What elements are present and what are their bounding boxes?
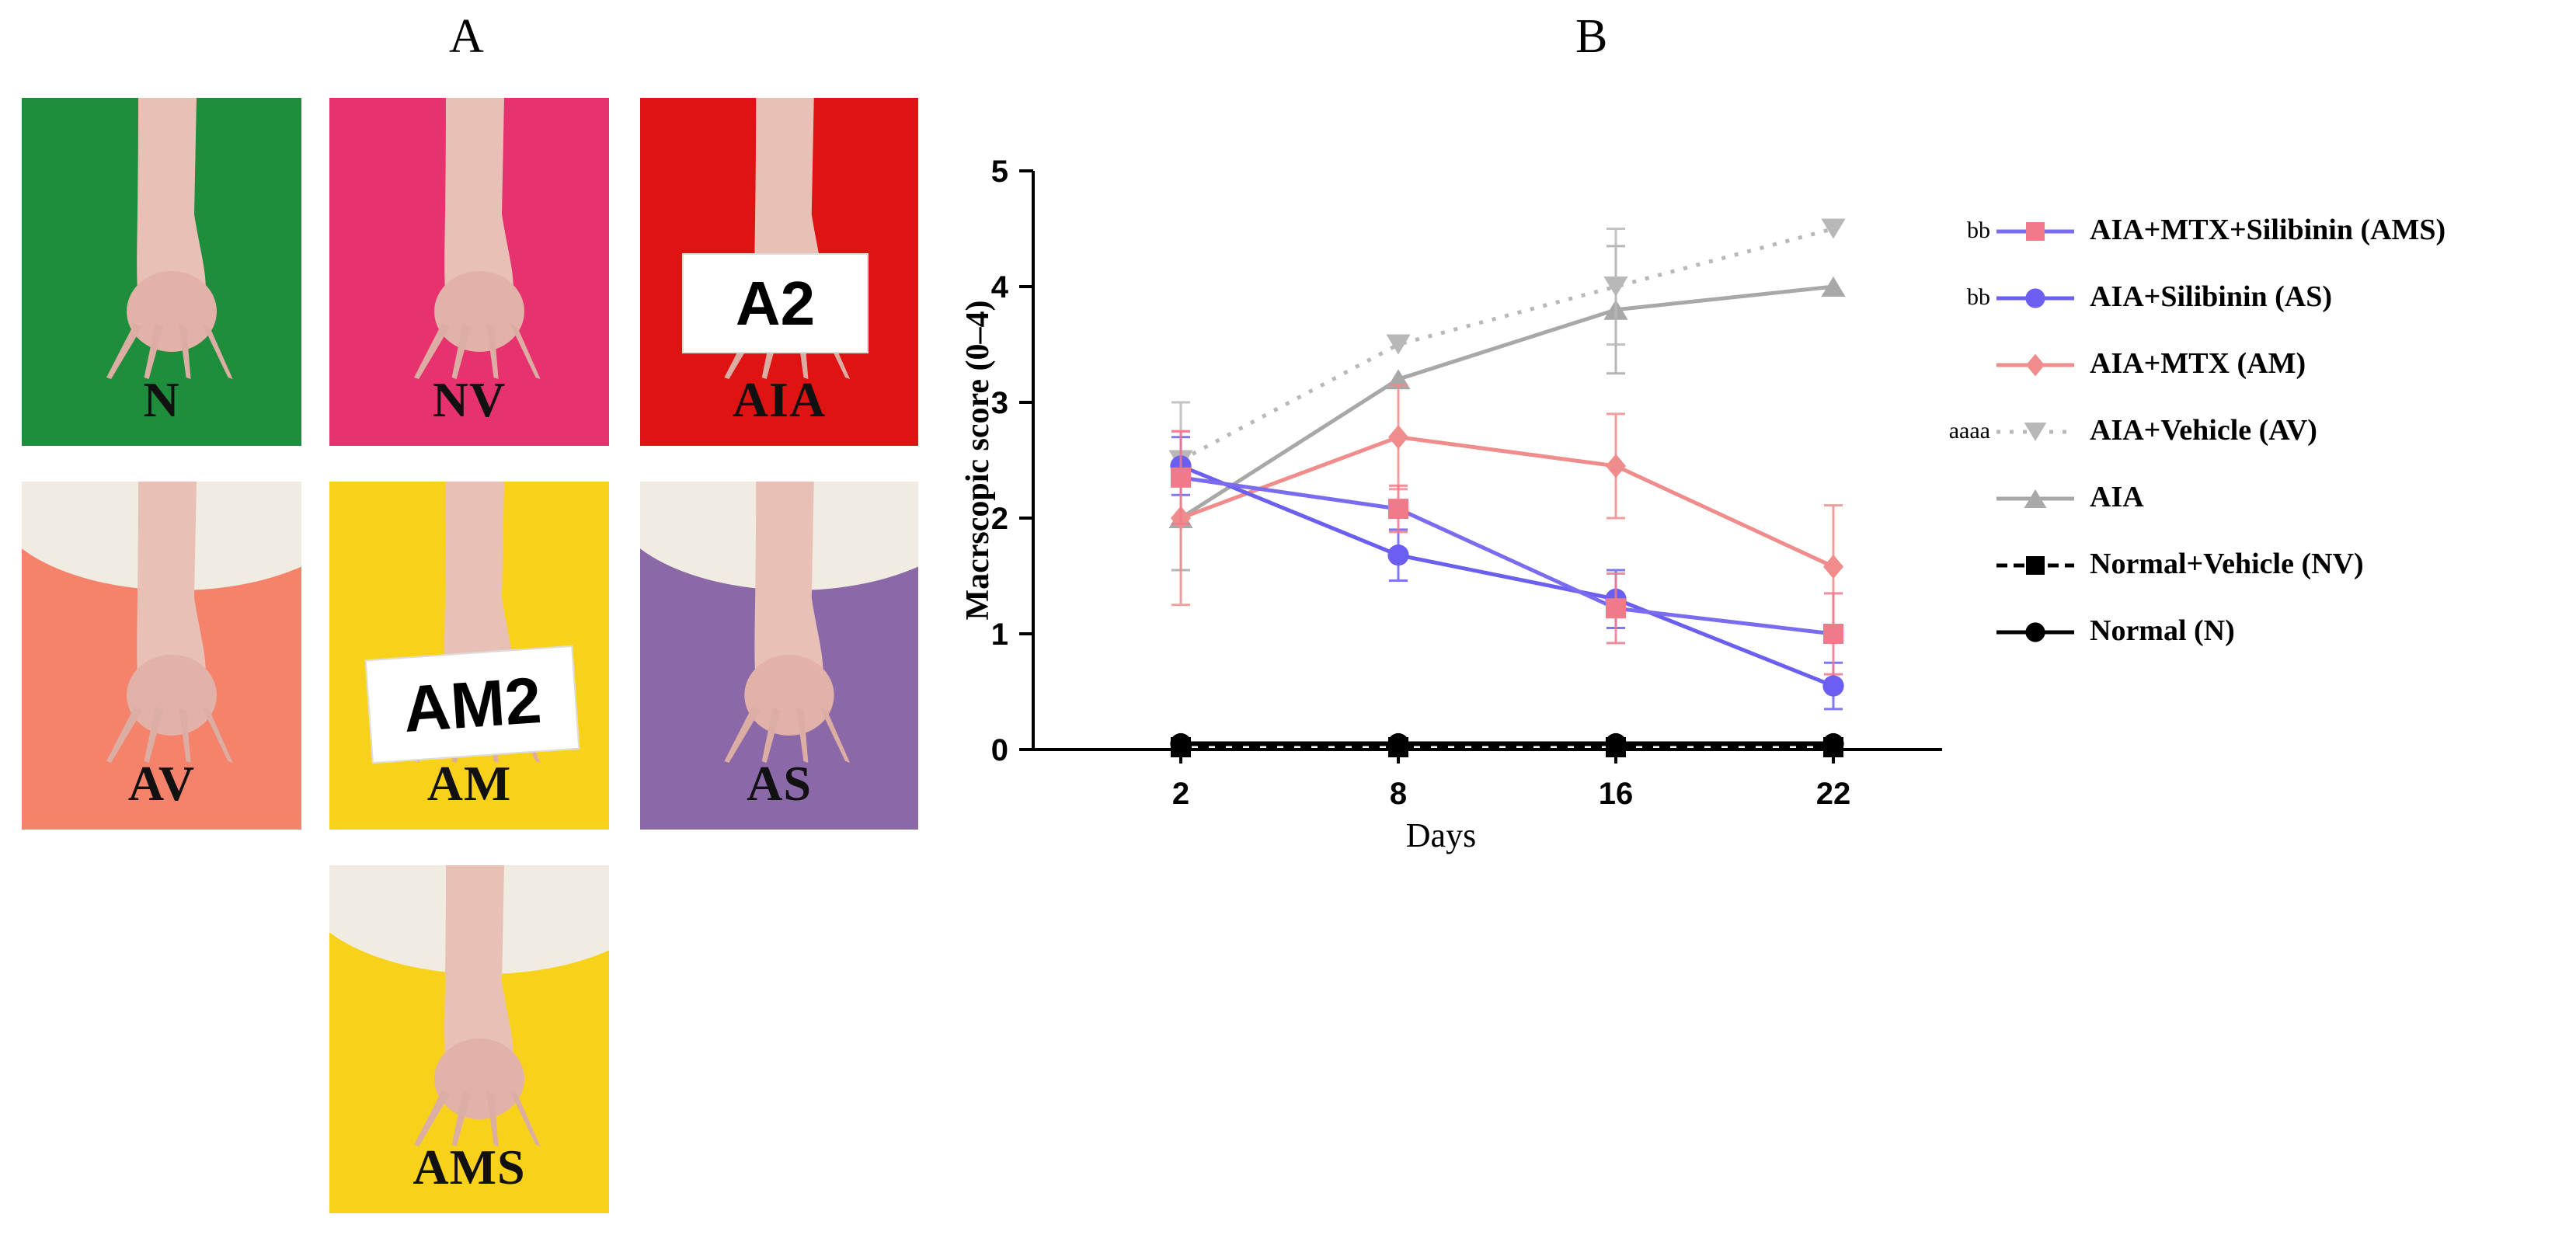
legend-significance-mark: bb: [1967, 284, 1990, 310]
photo-group-label: AS: [747, 756, 812, 811]
series-3: [1168, 218, 1846, 520]
data-point: [1387, 544, 1409, 566]
y-tick-label: 4: [991, 270, 1009, 304]
y-axis-label: Macrscopic score (0–4): [960, 300, 996, 620]
x-tick-label: 16: [1599, 777, 1634, 811]
legend-label: AIA+MTX (AM): [2090, 347, 2306, 380]
data-point: [1171, 737, 1191, 758]
y-tick-label: 3: [991, 386, 1008, 420]
legend-item: aaaa AIA+Vehicle (AV): [1911, 409, 2548, 475]
panel-a-label: A: [449, 10, 484, 63]
paw-photo-as: AS: [640, 482, 918, 830]
data-point: [1823, 624, 1843, 644]
paw-illustration: [640, 482, 918, 763]
data-point: [1171, 467, 1191, 488]
x-axis-label: Days: [1406, 816, 1476, 854]
paw-photo-ams: AMS: [329, 865, 609, 1213]
data-point: [1386, 334, 1411, 355]
paw-illustration: [414, 98, 541, 379]
series-4: [1168, 245, 1846, 572]
series-0: [1171, 430, 1843, 676]
data-point: [1823, 737, 1843, 758]
legend-item: Normal (N): [1911, 609, 2548, 676]
legend-label: Normal (N): [2090, 614, 2235, 647]
photo-group-label: AIA: [732, 372, 827, 427]
paw-photo-nv: NV: [329, 98, 609, 446]
y-tick-label: 1: [991, 618, 1008, 652]
photo-group-label: N: [143, 372, 180, 427]
x-tick-label: 8: [1390, 777, 1407, 811]
sample-id-text: A2: [735, 269, 816, 338]
y-tick-label: 5: [991, 155, 1008, 189]
series-1: [1170, 436, 1844, 711]
data-point: [1388, 499, 1408, 520]
data-point: [1606, 454, 1626, 478]
sample-id-card: AM2: [364, 645, 580, 764]
paw-illustration: [106, 98, 233, 379]
y-tick-label: 2: [991, 502, 1008, 536]
line-chart: 0 1 2 3 4 5 2 8 16 22 Days Macrscopic score (0–4): [960, 155, 1942, 854]
data-point: [1388, 425, 1408, 450]
series-6: [1170, 732, 1844, 755]
panel-b-label: B: [1575, 10, 1608, 63]
legend-label: AIA+Vehicle (AV): [2090, 414, 2317, 447]
paw-photo-aia: A2 AIA: [640, 98, 918, 446]
photo-group-label: NV: [432, 372, 506, 427]
legend-item: bb AIA+MTX+Silibinin (AMS): [1911, 208, 2548, 275]
sample-id-text: AM2: [401, 663, 544, 746]
legend-symbol: [1996, 288, 2074, 308]
data-point: [1822, 675, 1844, 697]
legend-symbol: [1996, 556, 2074, 575]
legend-symbol: [1996, 222, 2074, 241]
data-point: [1821, 277, 1846, 297]
series-line: [1180, 435, 1835, 569]
paw-photo-av: AV: [22, 482, 301, 830]
legend-symbol: [1996, 622, 2074, 642]
legend-item: bb AIA+Silibinin (AS): [1911, 275, 2548, 342]
legend-label: AIA+MTX+Silibinin (AMS): [2090, 214, 2446, 246]
legend-item: Normal+Vehicle (NV): [1911, 542, 2548, 609]
legend-symbol: [1996, 489, 2074, 508]
legend-symbol: [1996, 423, 2074, 441]
photo-group-label: AMS: [413, 1139, 526, 1195]
series-line: [1179, 227, 1834, 462]
series-line: [1179, 284, 1834, 520]
series-line: [1180, 464, 1834, 688]
paw-photo-n: N: [22, 98, 301, 446]
series-line: [1180, 475, 1834, 636]
x-tick-label: 2: [1172, 777, 1189, 811]
legend-significance-mark: bb: [1967, 217, 1990, 243]
legend-item: AIA+MTX (AM): [1911, 342, 2548, 409]
legend-item: AIA: [1911, 475, 2548, 542]
series-5: [1171, 737, 1843, 758]
legend-label: AIA+Silibinin (AS): [2090, 280, 2333, 313]
sample-id-card: A2: [682, 253, 869, 353]
photo-group-label: AV: [127, 756, 196, 811]
x-tick-label: 22: [1816, 777, 1851, 811]
data-point: [1821, 218, 1846, 239]
legend-significance-mark: aaaa: [1948, 418, 1990, 444]
paw-illustration: [22, 482, 301, 763]
photo-group-label: AM: [426, 756, 512, 811]
paw-photo-am: AM2 AM: [329, 482, 609, 830]
legend-label: AIA: [2090, 481, 2144, 513]
data-point: [1388, 737, 1408, 758]
data-point: [1823, 554, 1843, 579]
y-tick-label: 0: [991, 733, 1008, 767]
data-point: [1603, 277, 1628, 297]
legend-symbol: [1996, 353, 2074, 377]
series-2: [1171, 384, 1843, 630]
chart-legend: bb AIA+MTX+Silibinin (AMS) bb AIA+Silibinin…: [1911, 208, 2548, 676]
data-point: [1606, 598, 1626, 619]
paw-illustration: [329, 865, 609, 1146]
data-point: [1606, 737, 1626, 758]
legend-label: Normal+Vehicle (NV): [2090, 548, 2364, 580]
